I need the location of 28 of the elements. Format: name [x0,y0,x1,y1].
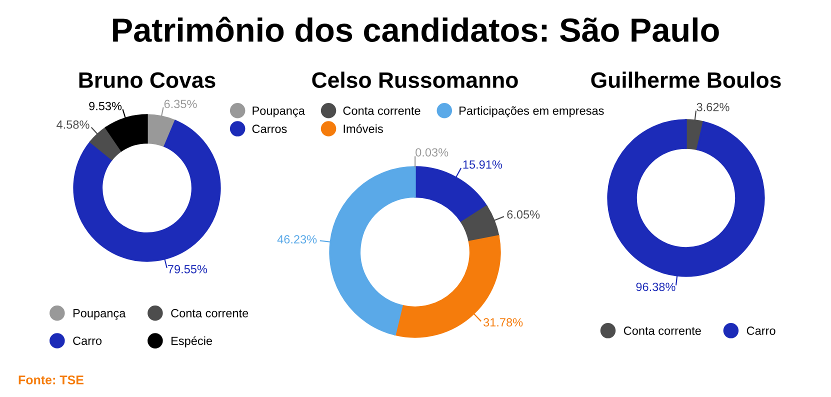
legend-label: Conta corrente [624,326,701,335]
data-label: 3.62% [696,102,730,112]
data-label: 96.38% [636,282,676,292]
legend-label: Imóveis [344,124,383,133]
legend-label: Poupança [252,106,305,118]
chart-title: Bruno Covas [79,72,216,88]
data-label: 0.03% [416,148,448,157]
legend-label: Poupança [73,309,126,320]
legend-label: Conta corrente [343,106,420,115]
text: Patrimônio dos candidatos: São Paulo [113,16,719,42]
data-label: 31.78% [483,318,523,327]
data-label: 79.55% [168,264,208,274]
legend-label: Carros [252,124,287,134]
legend-label: Espécie [172,336,212,348]
legend-label: Conta corrente [171,309,248,318]
chart-title: Celso Russomanno [312,72,518,88]
data-label: 4.58% [56,120,90,129]
donut-slice [90,126,122,160]
data-label: 6.35% [164,100,197,108]
legend-label: Carro [73,336,102,345]
chart-title: Guilherme Boulos [591,72,781,88]
source-note: Fonte: TSE [18,376,84,384]
data-label: 9.53% [89,102,122,110]
legend-label: Carro [746,326,776,335]
data-label: 6.05% [507,210,540,219]
legend-label: Participações em empresas [460,106,604,118]
data-label: 46.23% [277,235,317,244]
data-label: 15.91% [463,160,502,169]
